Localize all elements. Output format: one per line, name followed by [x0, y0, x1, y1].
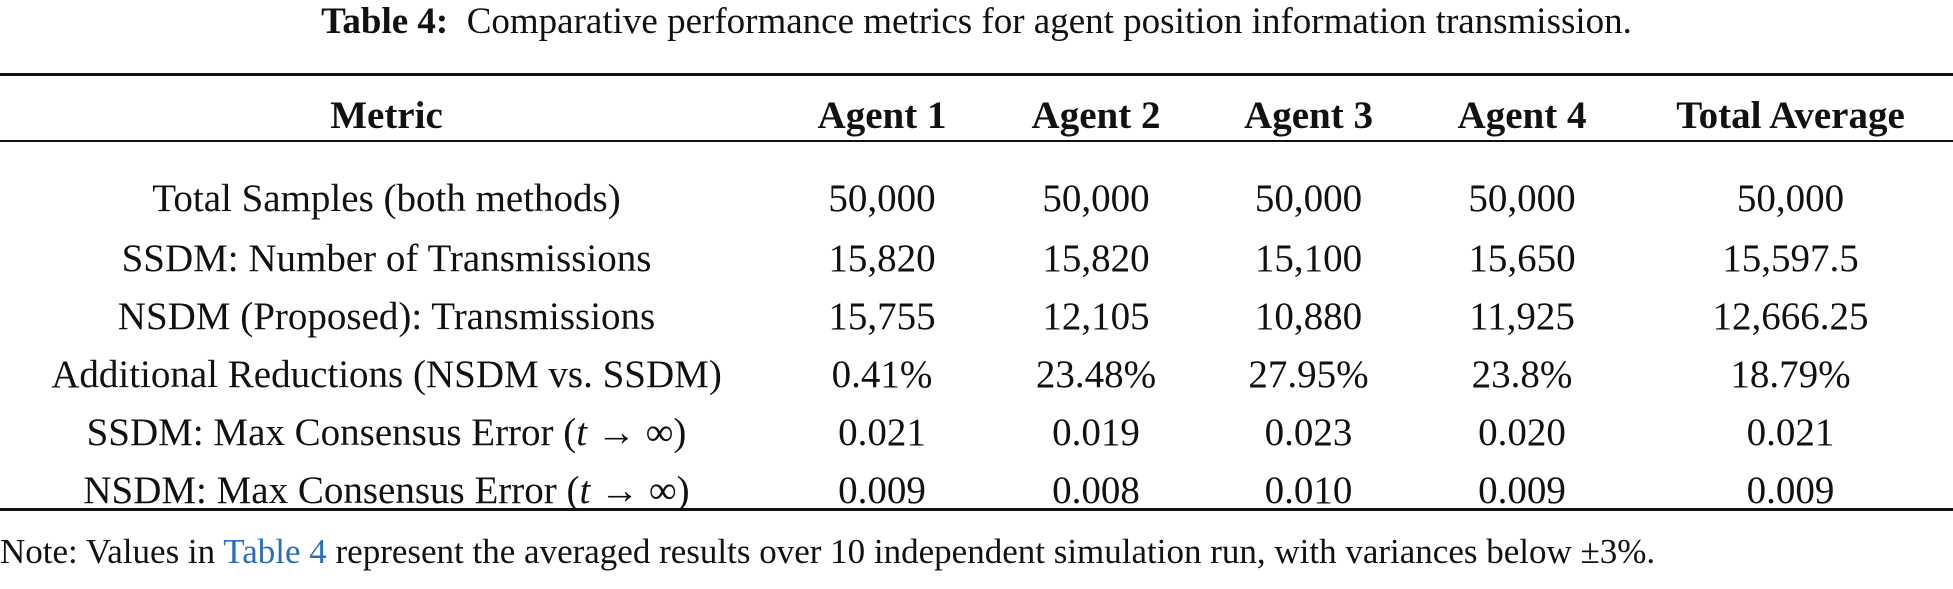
- table-row: Total Samples (both methods) 50,000 50,0…: [0, 155, 1953, 229]
- caption-label: Table 4:: [321, 1, 449, 42]
- metric-label: SSDM: Number of Transmissions: [121, 236, 652, 280]
- column-header-agent-3: Agent 3: [1244, 94, 1373, 137]
- cell-agent-4: 0.020: [1478, 410, 1566, 454]
- metric-label-prefix: NSDM: Max Consensus Error (: [83, 468, 580, 512]
- table-row: SSDM: Max Consensus Error (t → ∞) 0.021 …: [0, 403, 1953, 461]
- column-header-agent-2: Agent 2: [1031, 94, 1161, 137]
- top-rule: [0, 73, 1953, 76]
- metrics-table: Metric Agent 1 Agent 2 Agent 3 Agent 4 T…: [0, 80, 1953, 519]
- cell-agent-1: 0.41%: [831, 352, 933, 396]
- cell-total-average: 12,666.25: [1712, 294, 1869, 338]
- metric-label: Total Samples (both methods): [152, 176, 621, 220]
- table-4-link[interactable]: Table 4: [223, 532, 327, 571]
- cell-total-average: 0.021: [1746, 410, 1835, 454]
- metric-label-prefix: SSDM: Max Consensus Error (: [86, 410, 577, 454]
- cell-agent-3: 15,100: [1254, 236, 1363, 280]
- cell-total-average: 50,000: [1736, 176, 1845, 220]
- metric-label: Additional Reductions (NSDM vs. SSDM): [51, 352, 722, 396]
- table-row: SSDM: Number of Transmissions 15,820 15,…: [0, 229, 1953, 287]
- table-row: NSDM (Proposed): Transmissions 15,755 12…: [0, 287, 1953, 345]
- metric-label-suffix: → ∞): [587, 410, 687, 454]
- metric-label-suffix: → ∞): [590, 468, 690, 512]
- cell-agent-1: 15,820: [828, 236, 936, 280]
- cell-agent-3: 27.95%: [1248, 352, 1369, 396]
- header-row: Metric Agent 1 Agent 2 Agent 3 Agent 4 T…: [0, 80, 1953, 155]
- cell-agent-3: 10,880: [1254, 294, 1363, 338]
- cell-agent-2: 0.019: [1052, 410, 1140, 454]
- metric-label: NSDM: Max Consensus Error (t → ∞): [0, 461, 773, 519]
- metric-label: SSDM: Max Consensus Error (t → ∞): [0, 403, 773, 461]
- note-prefix: Note: Values in: [0, 532, 224, 571]
- cell-total-average: 18.79%: [1730, 352, 1851, 396]
- caption-text: Comparative performance metrics for agen…: [466, 1, 1632, 42]
- cell-agent-1: 0.009: [838, 468, 926, 512]
- column-header-agent-1: Agent 1: [817, 94, 947, 137]
- time-variable: t: [576, 410, 588, 454]
- cell-agent-1: 0.021: [838, 410, 926, 454]
- cell-total-average: 15,597.5: [1722, 236, 1859, 280]
- note-suffix: represent the averaged results over 10 i…: [326, 532, 1656, 571]
- cell-agent-4: 11,925: [1469, 294, 1575, 338]
- cell-total-average: 0.009: [1746, 468, 1835, 512]
- column-header-total-average: Total Average: [1676, 94, 1905, 137]
- table-row: NSDM: Max Consensus Error (t → ∞) 0.009 …: [0, 461, 1953, 519]
- column-header-metric: Metric: [330, 94, 443, 137]
- column-header-agent-4: Agent 4: [1457, 94, 1587, 137]
- bottom-rule: [0, 508, 1953, 511]
- cell-agent-3: 0.023: [1264, 410, 1353, 454]
- cell-agent-4: 50,000: [1468, 176, 1576, 220]
- cell-agent-2: 12,105: [1042, 294, 1150, 338]
- header-rule: [0, 140, 1953, 142]
- cell-agent-2: 0.008: [1052, 468, 1140, 512]
- cell-agent-4: 15,650: [1468, 236, 1576, 280]
- cell-agent-3: 50,000: [1254, 176, 1363, 220]
- cell-agent-2: 50,000: [1042, 176, 1150, 220]
- cell-agent-4: 0.009: [1478, 468, 1566, 512]
- table-row: Additional Reductions (NSDM vs. SSDM) 0.…: [0, 345, 1953, 403]
- table-note: Note: Values in Table 4 represent the av…: [0, 531, 1953, 573]
- cell-agent-4: 23.8%: [1471, 352, 1573, 396]
- cell-agent-1: 50,000: [828, 176, 936, 220]
- cell-agent-1: 15,755: [828, 294, 936, 338]
- cell-agent-3: 0.010: [1264, 468, 1353, 512]
- table-caption: Table 4: Comparative performance metrics…: [0, 0, 1953, 44]
- cell-agent-2: 15,820: [1042, 236, 1150, 280]
- cell-agent-2: 23.48%: [1035, 352, 1157, 396]
- metric-label: NSDM (Proposed): Transmissions: [117, 294, 656, 338]
- time-variable: t: [579, 468, 591, 512]
